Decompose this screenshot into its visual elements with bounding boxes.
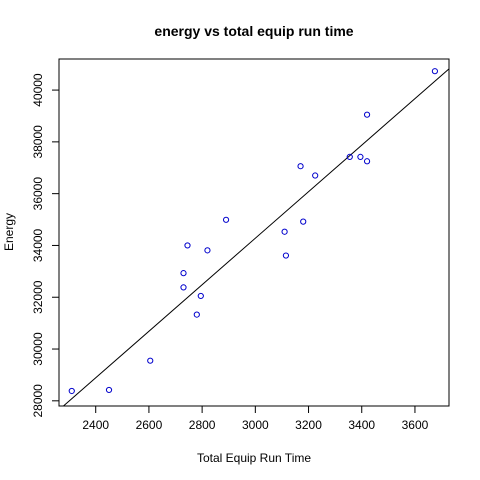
data-point <box>300 218 307 225</box>
data-point <box>431 68 439 75</box>
data-point <box>346 153 353 160</box>
data-point <box>297 163 304 170</box>
data-point <box>180 270 187 277</box>
data-point <box>68 387 75 395</box>
x-tick-label: 2800 <box>189 418 216 432</box>
y-tick-label: 34000 <box>31 228 45 262</box>
chart-title: energy vs total equip run time <box>154 23 353 39</box>
data-point <box>197 292 204 300</box>
x-axis: 2400 2600 2800 3000 3200 3400 3600 <box>82 406 429 432</box>
data-point <box>363 111 371 118</box>
y-tick-label: 28000 <box>31 384 45 418</box>
x-axis-label: Total Equip Run Time <box>197 451 311 465</box>
data-point <box>180 284 187 291</box>
plot-frame <box>58 58 450 407</box>
y-tick-label: 32000 <box>31 280 45 314</box>
y-axis-label: Energy <box>2 213 16 251</box>
data-point <box>222 216 230 223</box>
data-point <box>357 153 364 160</box>
data-point <box>204 247 211 254</box>
data-point <box>312 172 319 179</box>
data-point <box>281 228 288 235</box>
x-tick-label: 3200 <box>295 418 322 432</box>
data-point <box>147 357 154 364</box>
x-tick-label: 3000 <box>242 418 269 432</box>
y-axis: 28000 30000 32000 34000 36000 38000 40000 <box>31 73 59 418</box>
y-tick-label: 40000 <box>31 73 45 107</box>
x-tick-label: 3600 <box>402 418 429 432</box>
data-points <box>68 68 439 395</box>
x-tick-label: 3400 <box>348 418 375 432</box>
data-point <box>184 242 191 249</box>
regression-line-group <box>63 68 450 407</box>
data-point <box>363 158 371 165</box>
data-point <box>193 311 200 318</box>
regression-line <box>63 68 450 407</box>
data-point <box>282 252 290 259</box>
y-tick-label: 36000 <box>31 177 45 211</box>
y-tick-label: 30000 <box>31 332 45 366</box>
data-point <box>105 386 113 394</box>
x-tick-label: 2600 <box>136 418 163 432</box>
y-tick-label: 38000 <box>31 125 45 159</box>
x-tick-label: 2400 <box>82 418 109 432</box>
